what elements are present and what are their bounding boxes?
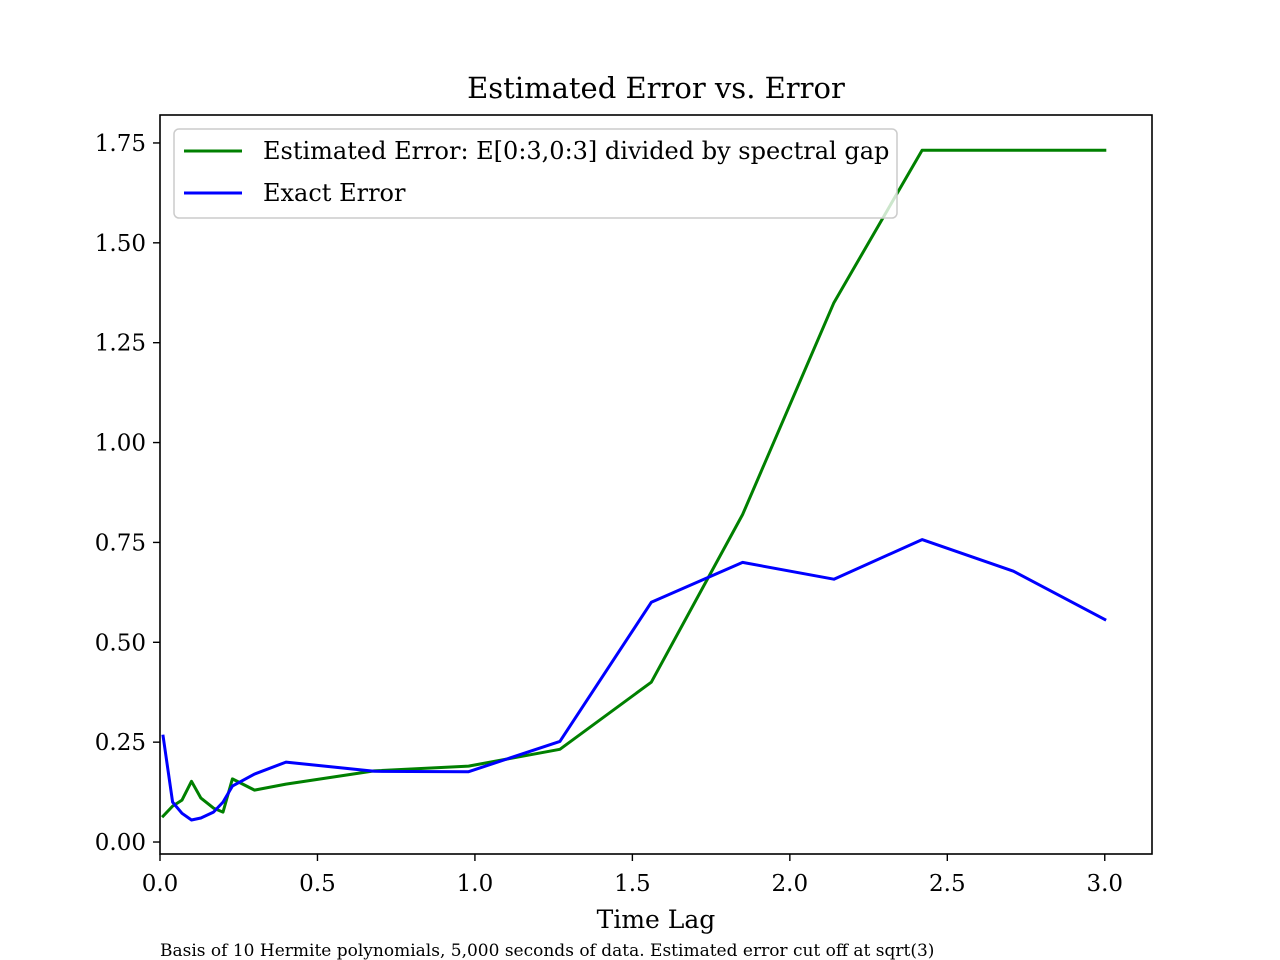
legend-label-1: Exact Error bbox=[263, 179, 406, 207]
x-tick-label: 3.0 bbox=[1086, 871, 1123, 897]
y-axis: 0.00 0.25 0.50 0.75 1.00 1.25 1.50 1.75 bbox=[95, 131, 160, 856]
plot-frame bbox=[159, 114, 1153, 855]
x-tick-label: 1.5 bbox=[614, 871, 651, 897]
chart-title: Estimated Error vs. Error bbox=[467, 71, 845, 105]
series-line-1 bbox=[161, 538, 1107, 822]
y-tick-label: 1.75 bbox=[95, 131, 146, 157]
legend: Estimated Error: E[0:3,0:3] divided by s… bbox=[173, 128, 898, 219]
x-tick-label: 1.0 bbox=[457, 871, 494, 897]
y-tick-label: 1.50 bbox=[95, 231, 146, 257]
y-tick-label: 0.00 bbox=[95, 830, 146, 856]
x-tick-label: 2.5 bbox=[929, 871, 966, 897]
x-axis: 0.0 0.5 1.0 1.5 2.0 2.5 3.0 bbox=[142, 854, 1123, 897]
x-tick-label: 0.5 bbox=[299, 871, 336, 897]
x-tick-label: 0.0 bbox=[142, 871, 179, 897]
x-tick-label: 2.0 bbox=[772, 871, 809, 897]
y-tick-label: 0.75 bbox=[95, 530, 146, 556]
y-tick-label: 0.50 bbox=[95, 630, 146, 656]
series-line-0 bbox=[160, 148, 1107, 819]
chart-caption: Basis of 10 Hermite polynomials, 5,000 s… bbox=[160, 941, 934, 960]
plot-area bbox=[160, 148, 1107, 822]
x-axis-label: Time Lag bbox=[597, 905, 716, 934]
y-tick-label: 0.25 bbox=[95, 730, 146, 756]
y-tick-label: 1.00 bbox=[95, 431, 146, 457]
y-tick-label: 1.25 bbox=[95, 331, 146, 357]
legend-box bbox=[173, 128, 898, 219]
legend-label-0: Estimated Error: E[0:3,0:3] divided by s… bbox=[263, 137, 889, 165]
